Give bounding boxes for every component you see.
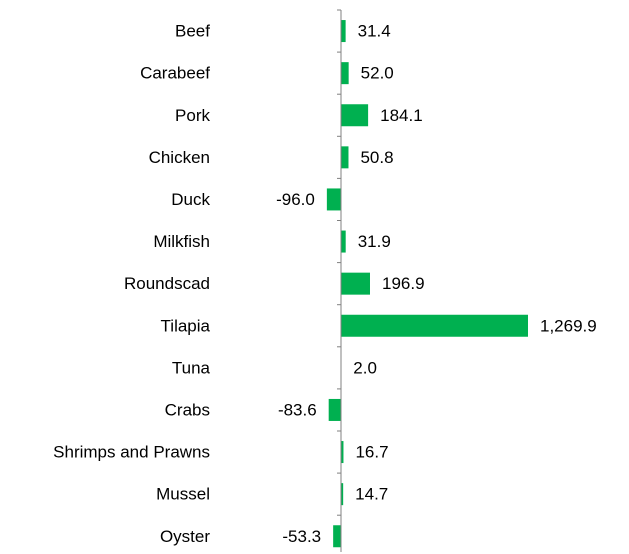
category-label: Milkfish	[153, 232, 210, 251]
category-label: Duck	[171, 190, 210, 209]
value-label: -83.6	[278, 400, 317, 419]
category-label: Shrimps and Prawns	[53, 443, 210, 462]
bar	[326, 188, 341, 211]
value-label: 1,269.9	[540, 316, 597, 335]
category-label: Crabs	[165, 400, 210, 419]
category-label: Tilapia	[161, 316, 211, 335]
value-label: -53.3	[282, 527, 321, 546]
value-label: 196.9	[382, 274, 425, 293]
category-label: Mussel	[156, 485, 210, 504]
value-label: 14.7	[355, 485, 388, 504]
category-label: Tuna	[172, 358, 211, 377]
value-labels: 31.4 52.0 184.1 50.8 -96.0 31.9 196.9 1,269.9 2.…	[276, 22, 597, 546]
category-label: Beef	[175, 22, 210, 41]
category-labels: Beef Carabeef Pork Chicken Duck Milkfish Round…	[53, 22, 210, 546]
bar	[341, 272, 370, 295]
bar	[341, 20, 346, 43]
value-label: 184.1	[380, 106, 423, 125]
category-label: Chicken	[149, 148, 210, 167]
category-label: Carabeef	[140, 64, 210, 83]
category-label: Pork	[175, 106, 210, 125]
axis-ticks	[337, 9, 341, 516]
bars	[326, 20, 528, 548]
bar	[341, 483, 344, 506]
value-label: 52.0	[361, 64, 394, 83]
category-label: Oyster	[160, 527, 210, 546]
bar	[328, 398, 341, 421]
value-label: -96.0	[276, 190, 315, 209]
bar	[341, 230, 346, 253]
bar	[341, 146, 349, 169]
bar	[333, 525, 341, 548]
value-label: 50.8	[360, 148, 393, 167]
category-label: Roundscad	[124, 274, 210, 293]
bar	[341, 62, 349, 85]
value-label: 31.4	[358, 22, 391, 41]
value-label: 31.9	[358, 232, 391, 251]
value-label: 2.0	[353, 358, 377, 377]
bar	[341, 104, 369, 127]
bar	[341, 441, 344, 464]
value-label: 16.7	[355, 443, 388, 462]
bar	[341, 314, 528, 337]
